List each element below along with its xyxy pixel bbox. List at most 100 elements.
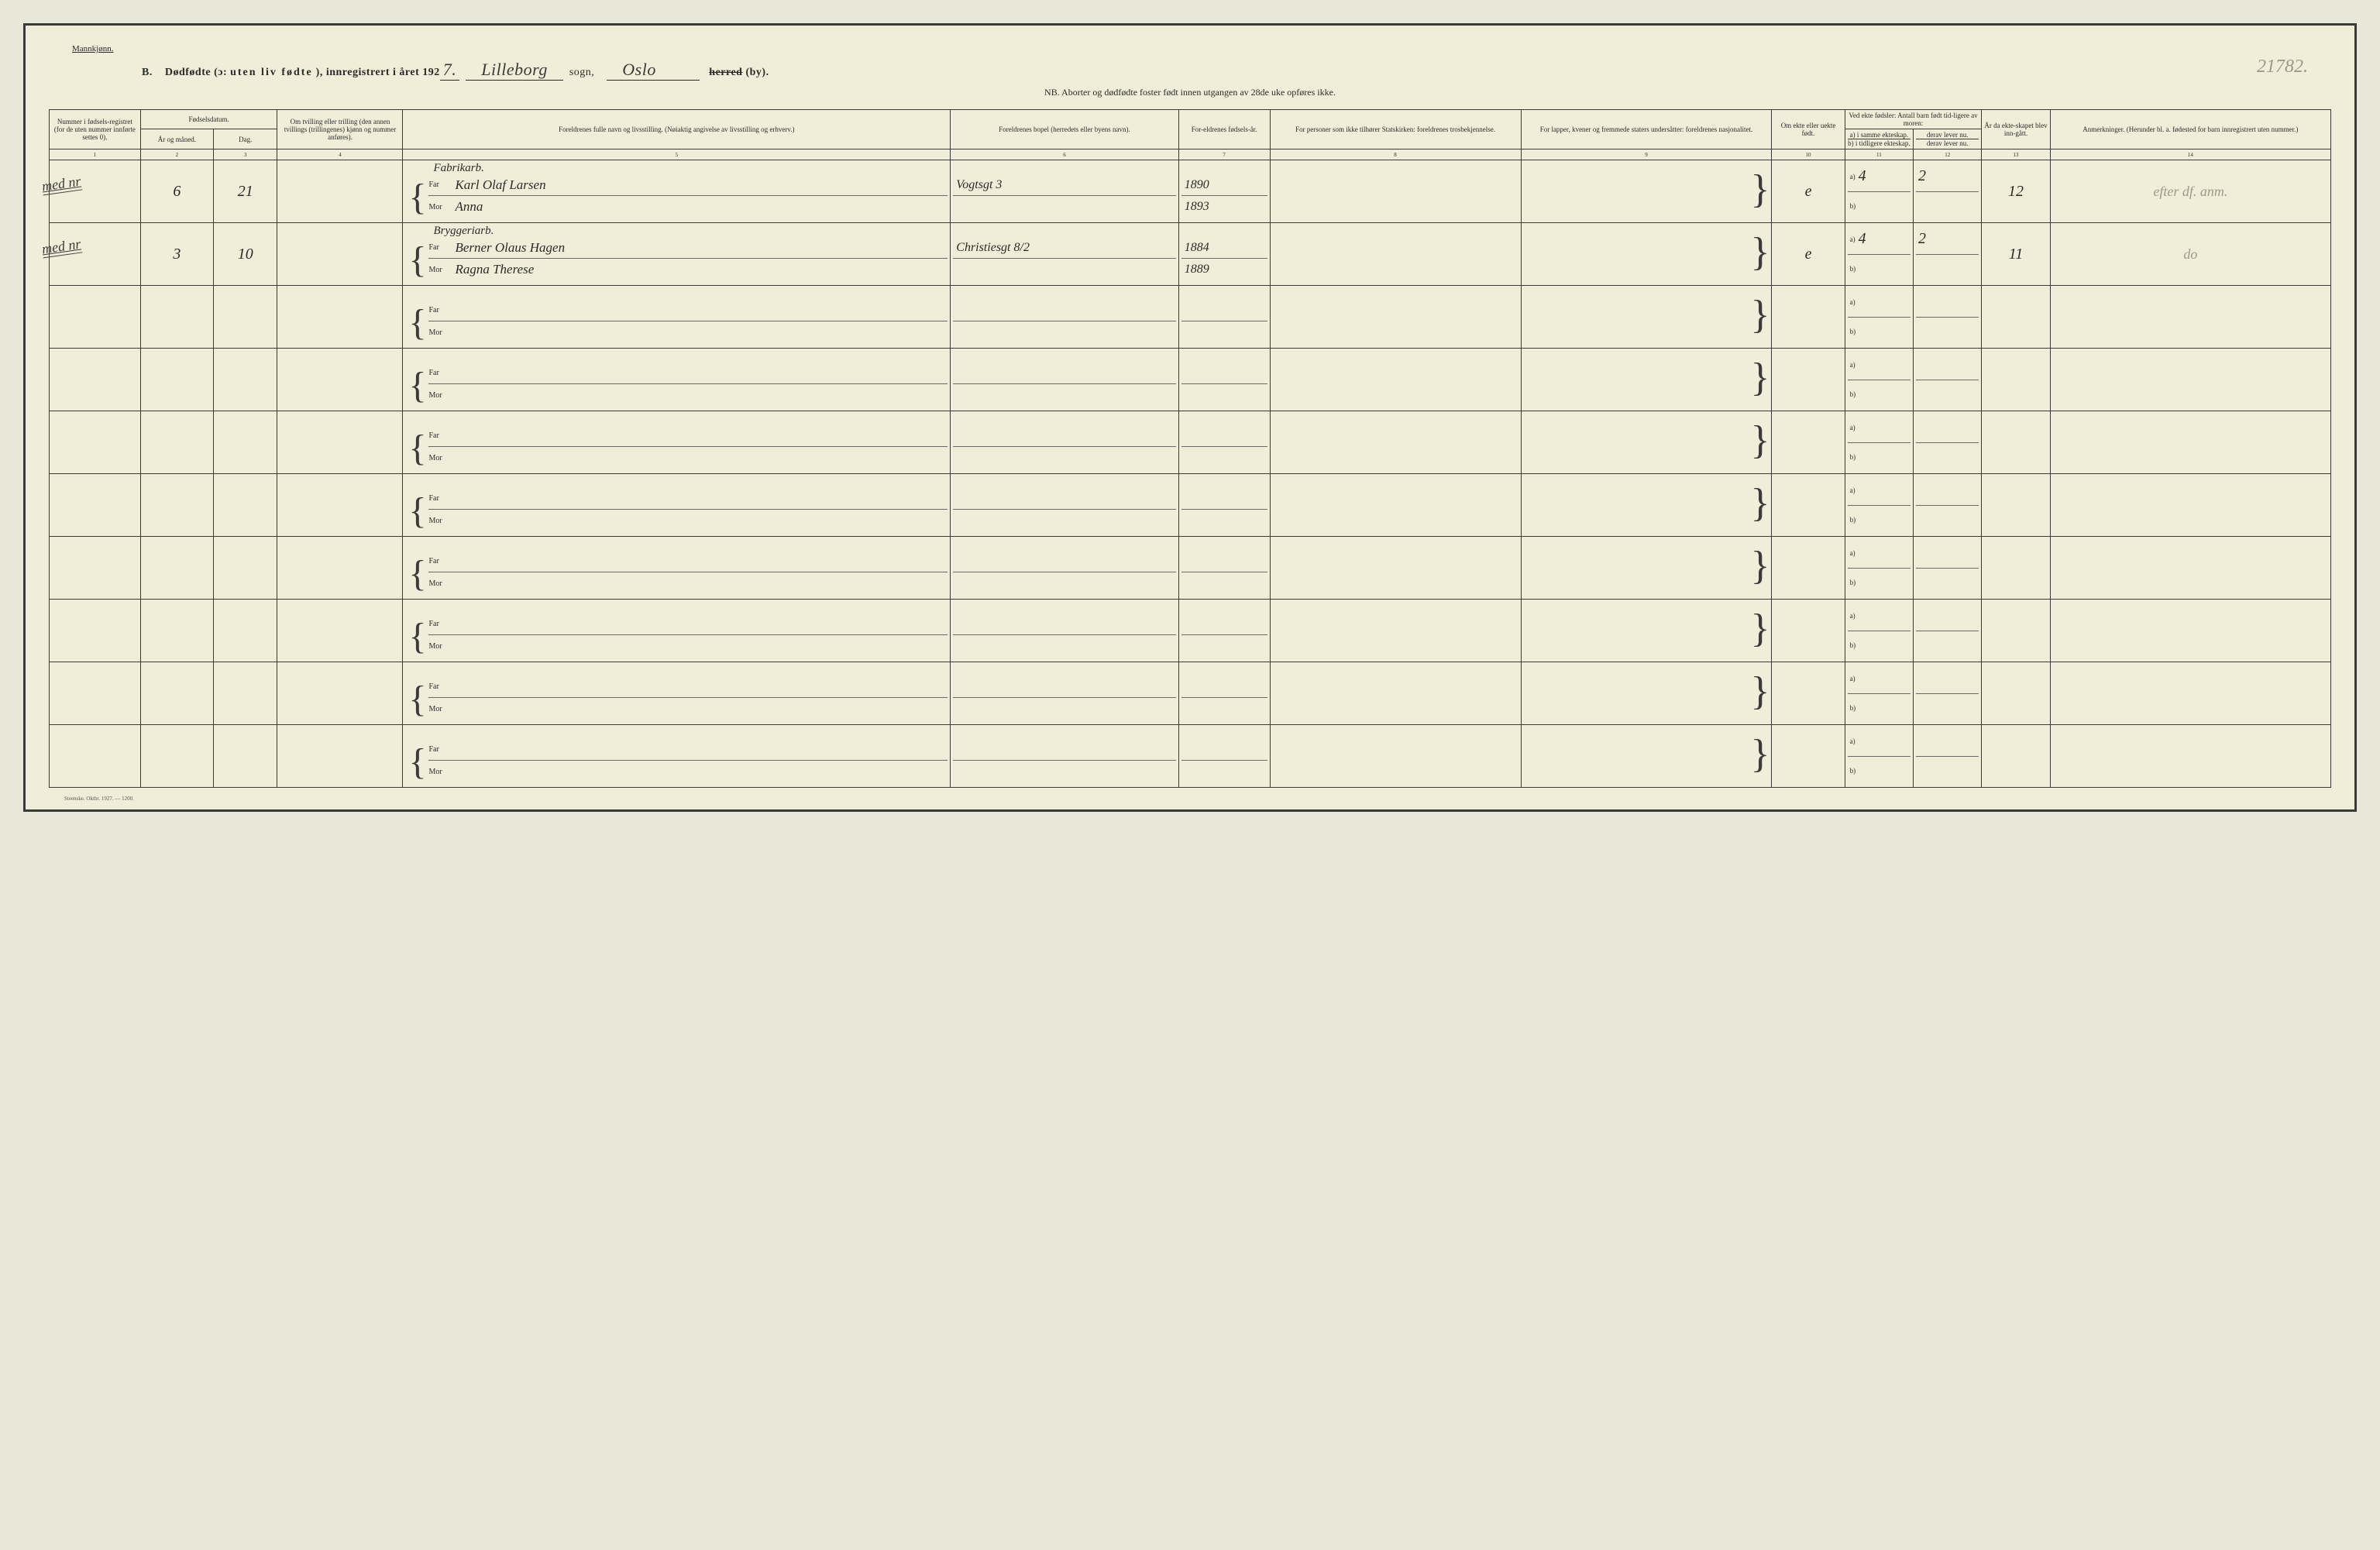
parish-field: Lilleborg	[466, 60, 563, 81]
cell-remarks	[2050, 537, 2330, 600]
cell-marriage-year	[1982, 474, 2050, 537]
cell-nationality: }	[1521, 411, 1772, 474]
brace-right-icon: }	[1750, 356, 1770, 400]
table-row: {FarMor}a) b)	[50, 725, 2331, 788]
cell-legitimacy	[1772, 725, 1845, 788]
cell-religion	[1270, 349, 1521, 411]
residence-value-2	[953, 259, 1176, 280]
residence-value-2	[953, 698, 1176, 720]
brace-icon: {	[408, 364, 426, 407]
cell-residence	[951, 349, 1179, 411]
a-line: a)	[1848, 476, 1911, 506]
cell-living	[1914, 349, 1982, 411]
a-line: a) 4	[1848, 162, 1911, 192]
colnum: 14	[2050, 150, 2330, 160]
parent-block: {FarMor	[405, 664, 948, 723]
col-header-11-group: Ved ekte fødsler: Antall barn født tid-l…	[1845, 110, 1982, 129]
living-b	[1916, 255, 1979, 284]
cell-parents: {FarMor	[403, 600, 951, 662]
cell-parents: {FarMor	[403, 349, 951, 411]
mother-line: Mor	[428, 384, 948, 406]
living-block	[1916, 413, 1979, 472]
page-header: Mannkjønn. B. Dødfødte (ɔ: uten liv født…	[49, 41, 2331, 98]
cell-number: med nr	[50, 223, 141, 286]
father-year: 1890	[1181, 174, 1267, 196]
printer-footer: Steenske. Oktbr. 1927. — 1200.	[64, 796, 2331, 802]
brace-icon: {	[408, 239, 426, 282]
sogn-label: sogn,	[569, 67, 594, 78]
mor-label: Mor	[428, 328, 452, 337]
b-line: b)	[1848, 506, 1911, 535]
cell-twin	[277, 537, 403, 600]
table-row: {FarMor}a) b)	[50, 537, 2331, 600]
table-row: {FarMor}a) b)	[50, 349, 2331, 411]
cell-remarks	[2050, 474, 2330, 537]
cell-legitimacy	[1772, 474, 1845, 537]
cell-religion	[1270, 223, 1521, 286]
colnum: 6	[951, 150, 1179, 160]
margin-note: med nr	[41, 236, 82, 259]
occupation	[428, 538, 948, 551]
colnum: 7	[1178, 150, 1270, 160]
mor-label: Mor	[428, 642, 452, 651]
residence-value	[953, 488, 1176, 510]
cell-twin	[277, 223, 403, 286]
cell-residence	[951, 662, 1179, 725]
father-name: Karl Olaf Larsen	[452, 177, 948, 193]
day-value: 21	[238, 183, 253, 200]
mor-label: Mor	[428, 266, 452, 274]
remarks-value: do	[2183, 246, 2197, 262]
cell-marriage-year	[1982, 537, 2050, 600]
residence-value	[953, 425, 1176, 447]
living-b	[1916, 694, 1979, 723]
col-header-11a-text: a) i samme ekteskap.	[1848, 131, 1911, 139]
cell-residence	[951, 537, 1179, 600]
residence-value-2	[953, 572, 1176, 594]
cell-day	[214, 600, 277, 662]
cell-prev-children: a) b)	[1845, 662, 1913, 725]
residence-value-2	[953, 761, 1176, 782]
cell-month	[140, 537, 213, 600]
cell-religion	[1270, 286, 1521, 349]
residence-value: Christiesgt 8/2	[953, 237, 1176, 259]
ab-block: a) b)	[1848, 601, 1911, 660]
cell-number	[50, 286, 141, 349]
father-year	[1181, 425, 1267, 447]
living-b	[1916, 318, 1979, 347]
cell-day	[214, 537, 277, 600]
cell-day: 10	[214, 223, 277, 286]
residence-value-2	[953, 447, 1176, 469]
cell-nationality: }	[1521, 600, 1772, 662]
living-a	[1916, 350, 1979, 380]
father-name: Berner Olaus Hagen	[452, 240, 948, 256]
cell-residence: Vogtsgt 3	[951, 160, 1179, 223]
parent-block: {FarMor	[405, 476, 948, 534]
far-label: Far	[428, 243, 452, 252]
living-value: 2	[1918, 167, 1926, 185]
col-header-9: For lapper, kvener og fremmede staters u…	[1521, 110, 1772, 150]
cell-month	[140, 474, 213, 537]
brace-right-icon: }	[1750, 482, 1770, 525]
table-row: med nr310{Bryggeriarb.FarBerner Olaus Ha…	[50, 223, 2331, 286]
father-line: Far	[428, 363, 948, 384]
nb-note: NB. Aborter og dødfødte foster født inne…	[49, 87, 2331, 98]
cell-legitimacy: e	[1772, 160, 1845, 223]
table-row: med nr621{Fabrikarb.FarKarl Olaf LarsenM…	[50, 160, 2331, 223]
cell-birthyears	[1178, 474, 1270, 537]
cell-prev-children: a) 4b)	[1845, 223, 1913, 286]
cell-marriage-year	[1982, 662, 2050, 725]
b-line: b)	[1848, 192, 1911, 222]
cell-birthyears	[1178, 537, 1270, 600]
col-header-10: Om ekte eller uekte født.	[1772, 110, 1845, 150]
occupation: Bryggeriarb.	[428, 225, 948, 237]
father-year: 1884	[1181, 237, 1267, 259]
cell-nationality: }	[1521, 286, 1772, 349]
parent-block: {FarMor	[405, 413, 948, 472]
cell-number	[50, 537, 141, 600]
cell-religion	[1270, 160, 1521, 223]
b-line: b)	[1848, 318, 1911, 347]
occupation	[428, 350, 948, 363]
residence-value	[953, 551, 1176, 572]
cell-legitimacy	[1772, 600, 1845, 662]
birthyears-block	[1181, 601, 1267, 660]
